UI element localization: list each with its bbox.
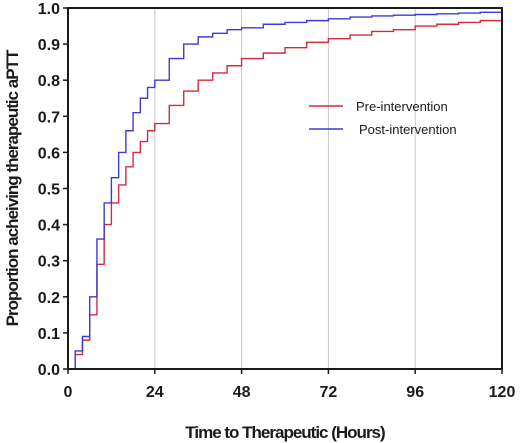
x-tick-label-24: 24 [146, 384, 164, 401]
y-tick-label-7: 0.7 [38, 109, 60, 126]
y-tick-label-2: 0.2 [38, 290, 60, 307]
x-tick-label-96: 96 [406, 384, 424, 401]
y-tick-label-1: 0.1 [38, 326, 60, 343]
series-layer [68, 11, 503, 370]
legend: Pre-intervention Post-intervention [309, 99, 457, 137]
y-tick-label-0: 0.0 [38, 362, 60, 379]
tick-layer: 0 24 48 72 96 120 0.0 0.1 0.2 0.3 0.4 0.5 0.6 0.7 0.8 0… [38, 1, 516, 401]
legend-label-post-intervention: Post-intervention [359, 122, 457, 137]
x-tick-label-120: 120 [489, 384, 516, 401]
y-tick-label-3: 0.3 [38, 254, 60, 271]
x-tick-label-72: 72 [320, 384, 338, 401]
legend-label-pre-intervention: Pre-intervention [356, 99, 448, 114]
grid-layer [154, 8, 416, 369]
series-line-pre-intervention [68, 18, 503, 370]
y-tick-label-9: 0.9 [38, 37, 60, 54]
x-tick-label-0: 0 [64, 384, 73, 401]
y-tick-label-10: 1.0 [38, 1, 60, 18]
y-tick-label-8: 0.8 [38, 73, 60, 90]
plot-frame [67, 7, 503, 370]
series-line-post-intervention [68, 11, 503, 370]
x-axis-title: Time to Therapeutic (Hours) [185, 423, 385, 442]
x-tick-label-48: 48 [233, 384, 251, 401]
y-tick-label-5: 0.5 [38, 182, 60, 199]
y-tick-label-6: 0.6 [38, 145, 60, 162]
y-axis-title: Proportion acheiving therapeutic aPTT [3, 49, 22, 326]
y-tick-label-4: 0.4 [38, 218, 60, 235]
